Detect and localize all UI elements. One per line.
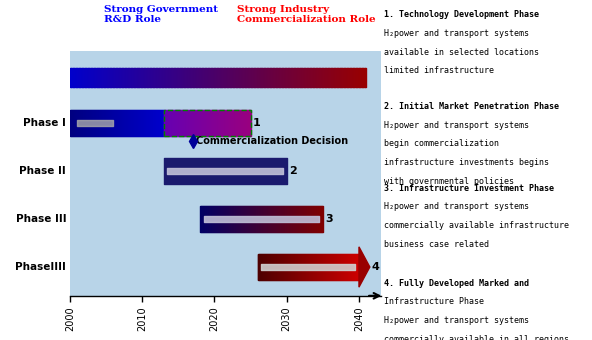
Text: 2: 2 [289,166,297,176]
Text: H₂power and transport systems: H₂power and transport systems [384,316,529,325]
Text: Infrastructure Phase: Infrastructure Phase [384,298,484,306]
Bar [164,109,250,136]
Text: PhaseIIII: PhaseIIII [15,262,66,272]
Text: Phase III: Phase III [15,214,66,224]
Text: 3: 3 [325,214,333,224]
Polygon shape [359,247,370,287]
Text: Strong Government
R&D Role: Strong Government R&D Role [104,5,218,24]
Text: commercially available infrastructure: commercially available infrastructure [384,221,568,230]
Text: 2. Initial Market Penetration Phase: 2. Initial Market Penetration Phase [384,102,559,111]
Text: H₂power and transport systems: H₂power and transport systems [384,29,529,38]
Text: available in selected locations: available in selected locations [384,48,539,56]
Text: 1: 1 [253,118,260,128]
Text: 4: 4 [372,262,380,272]
Text: commercially available in all regions: commercially available in all regions [384,335,568,340]
Text: begin commercialization: begin commercialization [384,139,498,148]
Text: 4. Fully Developed Marked and: 4. Fully Developed Marked and [384,279,529,288]
Text: Strong Industry
Commercialization Role: Strong Industry Commercialization Role [237,5,375,24]
Text: infrastructure investments begins: infrastructure investments begins [384,158,549,167]
Text: H₂power and transport systems: H₂power and transport systems [384,202,529,211]
Text: 1. Technology Development Phase: 1. Technology Development Phase [384,10,539,19]
Text: Commercialization Decision: Commercialization Decision [197,136,349,146]
Text: 3. Infrastructure Investment Phase: 3. Infrastructure Investment Phase [384,184,554,192]
Text: Phase I: Phase I [23,118,66,128]
Text: business case related: business case related [384,240,488,249]
Text: with governmental policies: with governmental policies [384,177,514,186]
Text: limited infrastructure: limited infrastructure [384,66,494,75]
Text: H₂power and transport systems: H₂power and transport systems [384,121,529,130]
Text: Phase II: Phase II [20,166,66,176]
